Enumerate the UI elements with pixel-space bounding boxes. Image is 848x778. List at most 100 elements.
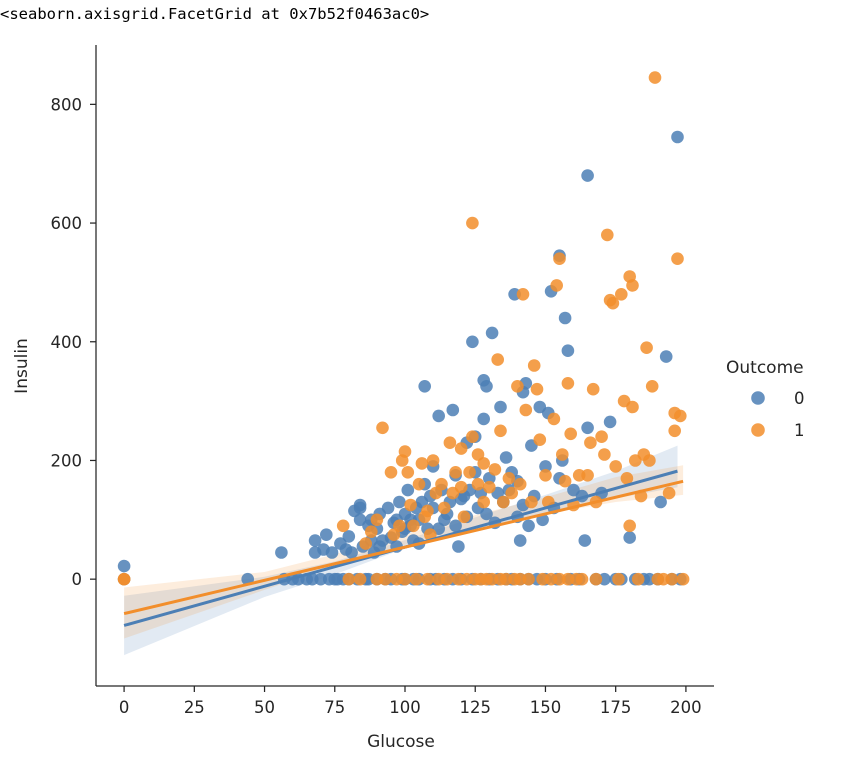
scatter-point-outcome-1 <box>398 572 412 586</box>
scatter-point-outcome-0 <box>275 546 288 559</box>
scatter-point-outcome-1 <box>620 472 634 485</box>
scatter-point-outcome-0 <box>659 350 673 363</box>
scatter-point-outcome-1 <box>494 424 507 438</box>
scatter-point-outcome-1 <box>525 495 538 509</box>
scatter-point-outcome-1 <box>527 359 541 372</box>
scatter-point-outcome-1 <box>438 501 451 515</box>
scatter-point-outcome-1 <box>598 448 611 461</box>
legend-label-outcome-1: 1 <box>794 421 805 440</box>
scatter-point-outcome-1 <box>519 403 533 417</box>
scatter-point-outcome-1 <box>449 466 462 479</box>
scatter-point-outcome-0 <box>345 546 358 559</box>
scatter-point-outcome-1 <box>457 510 471 524</box>
scatter-point-outcome-0 <box>603 415 617 429</box>
scatter-point-outcome-0 <box>480 507 493 521</box>
scatter-point-outcome-1 <box>336 519 350 533</box>
scatter-point-outcome-1 <box>412 477 426 491</box>
scatter-point-outcome-1 <box>589 572 603 586</box>
x-tick-label: 125 <box>459 698 491 717</box>
scatter-point-outcome-1 <box>553 252 566 265</box>
scatter-point-outcome-1 <box>662 486 676 500</box>
x-tick-label: 175 <box>600 698 632 717</box>
scatter-point-outcome-1 <box>488 463 502 476</box>
scatter-point-outcome-1 <box>409 572 423 586</box>
scatter-point-outcome-1 <box>415 457 429 470</box>
scatter-point-outcome-0 <box>499 451 513 464</box>
scatter-point-outcome-1 <box>547 412 561 426</box>
scatter-point-outcome-1 <box>586 382 600 396</box>
scatter-point-outcome-1 <box>564 427 577 441</box>
scatter-point-outcome-1 <box>626 400 639 414</box>
y-tick-label: 200 <box>51 451 83 470</box>
scatter-point-outcome-1 <box>440 572 454 586</box>
scatter-point-outcome-1 <box>421 572 434 586</box>
scatter-point-outcome-1 <box>477 457 491 470</box>
scatter-point-outcome-0 <box>432 409 446 423</box>
y-tick-label: 400 <box>51 333 83 352</box>
scatter-point-outcome-0 <box>452 540 465 553</box>
scatter-point-outcome-1 <box>497 495 510 509</box>
regression-line-outcome-1 <box>123 479 684 616</box>
scatter-point-outcome-0 <box>325 546 339 559</box>
scatter-point-outcome-1 <box>601 228 614 242</box>
scatter-point-outcome-1 <box>626 279 639 292</box>
scatter-point-outcome-1 <box>393 519 406 533</box>
scatter-point-outcome-1 <box>584 436 597 450</box>
scatter-point-outcome-1 <box>443 436 457 450</box>
scatter-point-outcome-1 <box>384 466 398 479</box>
x-tick-label: 50 <box>254 698 275 717</box>
scatter-point-outcome-0 <box>342 530 356 543</box>
y-tick-label: 0 <box>72 570 83 589</box>
scatter-point-outcome-1 <box>471 477 485 491</box>
scatter-point-outcome-1 <box>513 477 527 491</box>
scatter-point-outcome-1 <box>483 480 496 494</box>
scatter-point-outcome-1 <box>502 472 516 485</box>
scatter-point-outcome-0 <box>320 528 333 541</box>
scatter-point-outcome-0 <box>446 403 460 417</box>
scatter-point-outcome-1 <box>556 448 569 461</box>
scatter-point-outcome-1 <box>404 498 417 512</box>
scatter-point-outcome-1 <box>359 537 373 550</box>
legend-marker-outcome-0 <box>751 391 765 405</box>
scatter-point-outcome-0 <box>418 380 432 393</box>
scatter-point-outcome-0 <box>485 326 499 340</box>
scatter-point-outcome-1 <box>407 519 420 533</box>
scatter-point-outcome-1 <box>674 409 687 423</box>
legend: Outcome 0 1 <box>726 358 805 440</box>
scatter-point-outcome-1 <box>379 572 392 586</box>
scatter-point-outcome-0 <box>381 501 395 515</box>
scatter-point-outcome-1 <box>466 430 479 444</box>
scatter-point-outcome-1 <box>631 572 645 586</box>
scatter-point-outcome-1 <box>676 572 690 586</box>
scatter-point-outcome-0 <box>401 483 415 497</box>
scatter-point-outcome-1 <box>623 519 636 533</box>
scatter-point-outcome-1 <box>615 288 628 301</box>
scatter-point-outcome-1 <box>505 486 518 500</box>
scatter-point-outcome-1 <box>645 380 659 393</box>
scatter-point-outcome-1 <box>401 466 415 479</box>
scatter-point-outcome-1 <box>511 380 524 393</box>
scatter-point-outcome-0 <box>513 534 527 547</box>
scatter-point-outcome-0 <box>480 380 493 393</box>
scatter-point-outcome-0 <box>494 400 507 414</box>
scatter-point-outcome-1 <box>550 279 563 292</box>
scatter-point-outcome-1 <box>516 288 530 301</box>
regression-lines <box>123 469 684 627</box>
scatter-point-outcome-1 <box>398 445 412 458</box>
axes: 0 25 50 75 100 125 150 175 200 0 200 400 600 800 Gluco… <box>12 45 714 752</box>
scatter-point-outcome-1 <box>421 504 434 518</box>
scatter-point-outcome-1 <box>640 341 653 355</box>
scatter-point-outcome-0 <box>654 495 667 509</box>
y-tick-label: 600 <box>51 214 83 233</box>
x-axis-label: Glucose <box>367 732 435 752</box>
scatter-point-outcome-0 <box>393 495 406 509</box>
scatter-point-outcome-0 <box>671 130 684 144</box>
scatter-point-outcome-1 <box>435 477 448 491</box>
y-axis-label: Insulin <box>12 338 32 394</box>
scatter-point-outcome-1 <box>595 430 608 444</box>
scatter-point-outcome-1 <box>463 466 476 479</box>
x-tick-label: 75 <box>324 698 345 717</box>
scatter-point-outcome-1 <box>558 474 572 488</box>
scatter-point-outcome-0 <box>477 412 491 426</box>
legend-title: Outcome <box>726 358 804 378</box>
